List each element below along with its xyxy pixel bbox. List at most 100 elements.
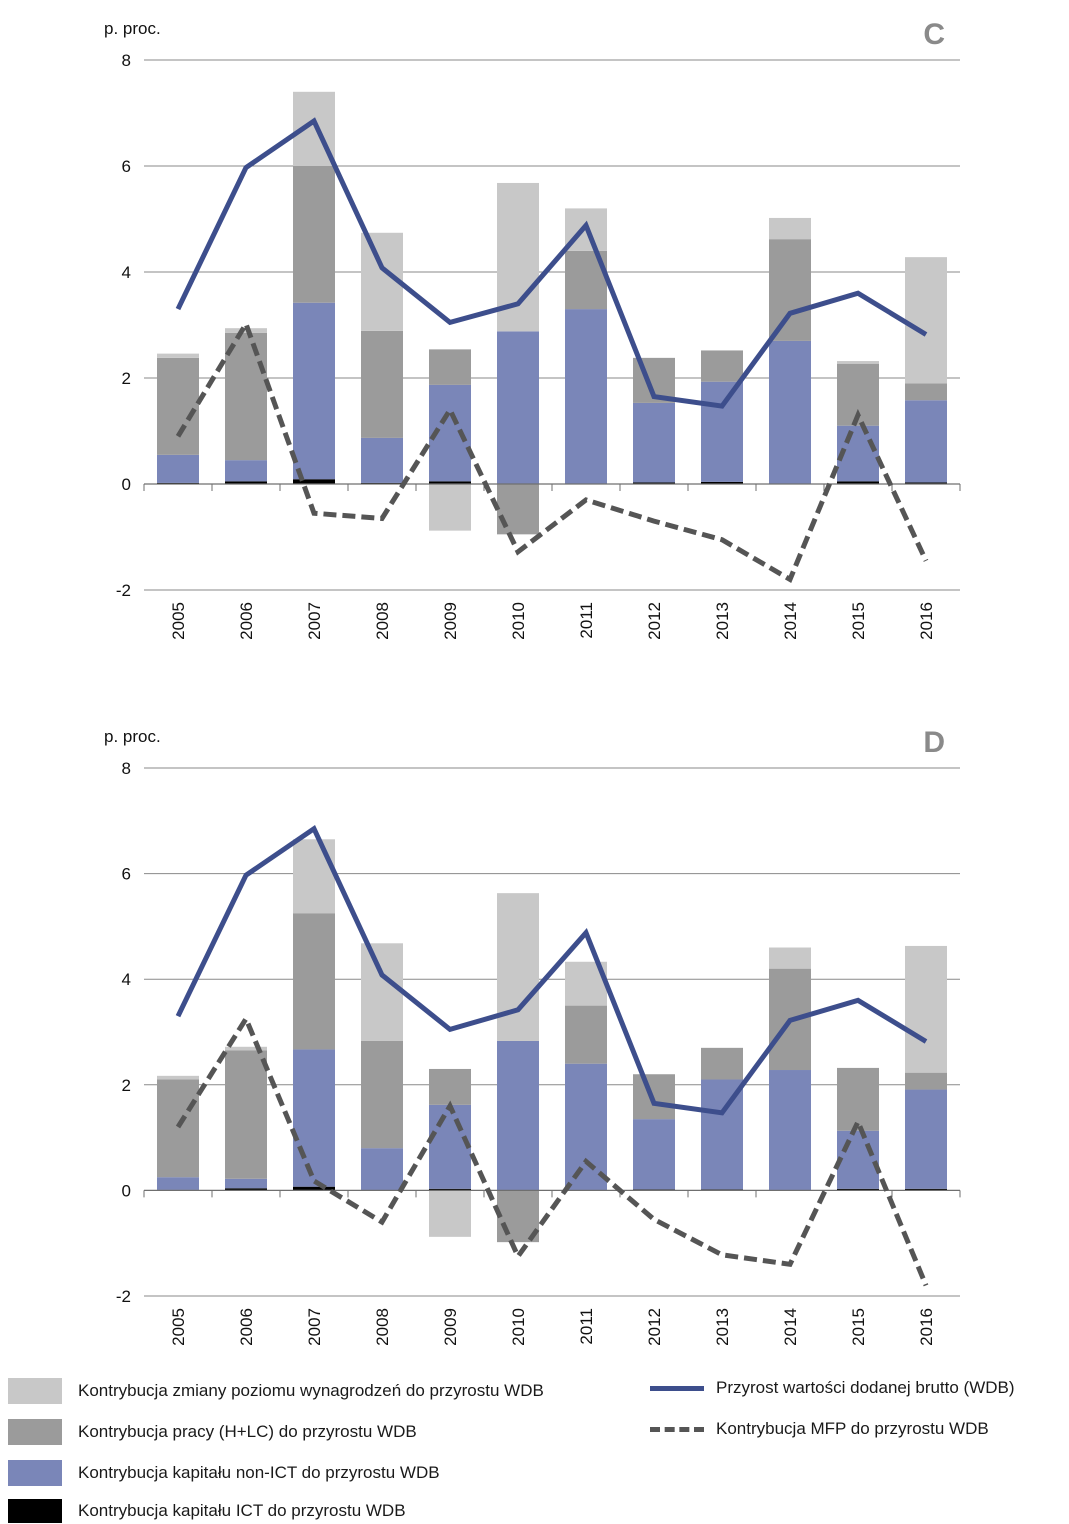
x-tick-label-2014: 2014 [781, 1308, 800, 1346]
bar-wage-2014 [769, 217, 811, 240]
bar-wage-2016 [905, 257, 947, 384]
bar-wage-2006 [225, 1046, 267, 1051]
bar-nonict-2016 [905, 400, 947, 483]
x-tick-label-2008: 2008 [373, 1308, 392, 1346]
y-tick-label: -2 [116, 581, 131, 600]
x-tick-label-2005: 2005 [169, 602, 188, 640]
y-tick-label: 0 [122, 475, 131, 494]
panel-label: D [923, 726, 945, 759]
x-tick-label-2013: 2013 [713, 1308, 732, 1346]
bar-ict-2009 [429, 1188, 471, 1191]
bar-wage-2005 [157, 353, 199, 358]
chart-panel-d: -2 0 2 4 6 8 p. proc. D 2005 2006 2007 2008 2009 2010… [104, 726, 961, 1346]
legend-label-mfp: Kontrybucja MFP do przyrostu WDB [716, 1419, 989, 1438]
x-tick-label-2006: 2006 [237, 1308, 256, 1346]
panel-label: C [923, 18, 945, 51]
bar-wage-2009 [429, 1190, 471, 1237]
bar-nonict-2010 [497, 331, 539, 484]
bar-wage-2015 [837, 361, 879, 364]
y-tick-label: 4 [122, 970, 131, 989]
x-tick-label-2007: 2007 [305, 602, 324, 640]
bar-nonict-2014 [769, 340, 811, 484]
bar-nonict-2015 [837, 1130, 879, 1189]
bar-nonict-2016 [905, 1089, 947, 1189]
bar-wage-2010 [497, 893, 539, 1041]
bar-nonict-2012 [633, 1119, 675, 1190]
bar-nonict-2010 [497, 1040, 539, 1191]
bar-wage-2009 [429, 484, 471, 531]
x-tick-label-2015: 2015 [849, 602, 868, 640]
legend-swatch-ict [8, 1499, 62, 1523]
bar-nonict-2005 [157, 454, 199, 483]
bar-nonict-2009 [429, 1104, 471, 1189]
x-tick-label-2015: 2015 [849, 1308, 868, 1346]
y-tick-label: 8 [122, 51, 131, 70]
x-tick-label-2016: 2016 [917, 602, 936, 640]
bar-labour-2009 [429, 349, 471, 385]
x-tick-label-2011: 2011 [577, 1308, 596, 1345]
legend: Kontrybucja zmiany poziomu wynagrodzeń d… [0, 1360, 1069, 1524]
bar-labour-2008 [361, 1040, 403, 1149]
bar-ict-2009 [429, 481, 471, 484]
bar-ict-2013 [701, 481, 743, 484]
bar-labour-2009 [429, 1068, 471, 1105]
x-tick-label-2012: 2012 [645, 602, 664, 640]
bar-ict-2016 [905, 1188, 947, 1191]
bar-nonict-2011 [565, 309, 607, 484]
bar-labour-2007 [293, 913, 335, 1050]
bar-nonict-2006 [225, 460, 267, 482]
legend-label-ict: Kontrybucja kapitału ICT do przyrostu WD… [78, 1501, 406, 1520]
legend-item-labour: Kontrybucja pracy (H+LC) do przyrostu WD… [8, 1419, 417, 1445]
line-mfp [175, 318, 929, 584]
chart-panel-c: -2 0 2 4 6 8 p. proc. C 2005 2006 2007 2008 2009 2010… [104, 18, 961, 640]
bar-wage-2008 [361, 943, 403, 1041]
bar-nonict-2013 [701, 381, 743, 482]
y-axis-label: p. proc. [104, 727, 161, 746]
legend-swatch-gva [650, 1385, 704, 1391]
bar-labour-2013 [701, 1047, 743, 1080]
y-tick-label: 2 [122, 369, 131, 388]
legend-swatch-mfp [650, 1426, 704, 1432]
bar-nonict-2006 [225, 1178, 267, 1189]
line-gva [175, 824, 928, 1116]
bar-ict-2006 [225, 1188, 267, 1191]
bar-nonict-2007 [293, 1049, 335, 1187]
y-axis-label: p. proc. [104, 19, 161, 38]
y-tick-label: -2 [116, 1287, 131, 1306]
bar-nonict-2007 [293, 302, 335, 480]
bar-nonict-2014 [769, 1070, 811, 1191]
x-tick-label-2013: 2013 [713, 602, 732, 640]
legend-label-labour: Kontrybucja pracy (H+LC) do przyrostu WD… [78, 1422, 417, 1441]
bar-ict-2007 [293, 479, 335, 484]
bar-labour-2014 [769, 239, 811, 341]
x-tick-label-2009: 2009 [441, 602, 460, 640]
y-tick-label: 6 [122, 865, 131, 884]
bar-labour-2005 [157, 1079, 199, 1178]
bar-wage-2007 [293, 839, 335, 914]
bar-wage-2005 [157, 1075, 199, 1080]
bar-labour-2006 [225, 1050, 267, 1179]
bar-ict-2012 [633, 482, 675, 484]
bar-nonict-2008 [361, 437, 403, 483]
bar-ict-2007 [293, 1186, 335, 1191]
bar-nonict-2012 [633, 402, 675, 483]
bar-labour-2006 [225, 332, 267, 461]
bar-ict-2015 [837, 1188, 879, 1191]
legend-swatch-labour [8, 1419, 62, 1445]
y-tick-label: 4 [122, 263, 131, 282]
bar-labour-2016 [905, 383, 947, 401]
x-tick-label-2010: 2010 [509, 1308, 528, 1346]
legend-label-gva: Przyrost wartości dodanej brutto (WDB) [716, 1378, 1015, 1397]
y-tick-label: 8 [122, 759, 131, 778]
legend-item-nonict: Kontrybucja kapitału non-ICT do przyrost… [8, 1460, 440, 1486]
legend-item-ict: Kontrybucja kapitału ICT do przyrostu WD… [8, 1499, 406, 1523]
y-tick-label: 6 [122, 157, 131, 176]
bar-labour-2013 [701, 350, 743, 382]
y-tick-label: 2 [122, 1076, 131, 1095]
y-tick-label: 0 [122, 1181, 131, 1200]
bar-labour-2016 [905, 1072, 947, 1090]
bar-wage-2016 [905, 945, 947, 1073]
legend-label-nonict: Kontrybucja kapitału non-ICT do przyrost… [78, 1463, 440, 1482]
bar-labour-2005 [157, 357, 199, 455]
